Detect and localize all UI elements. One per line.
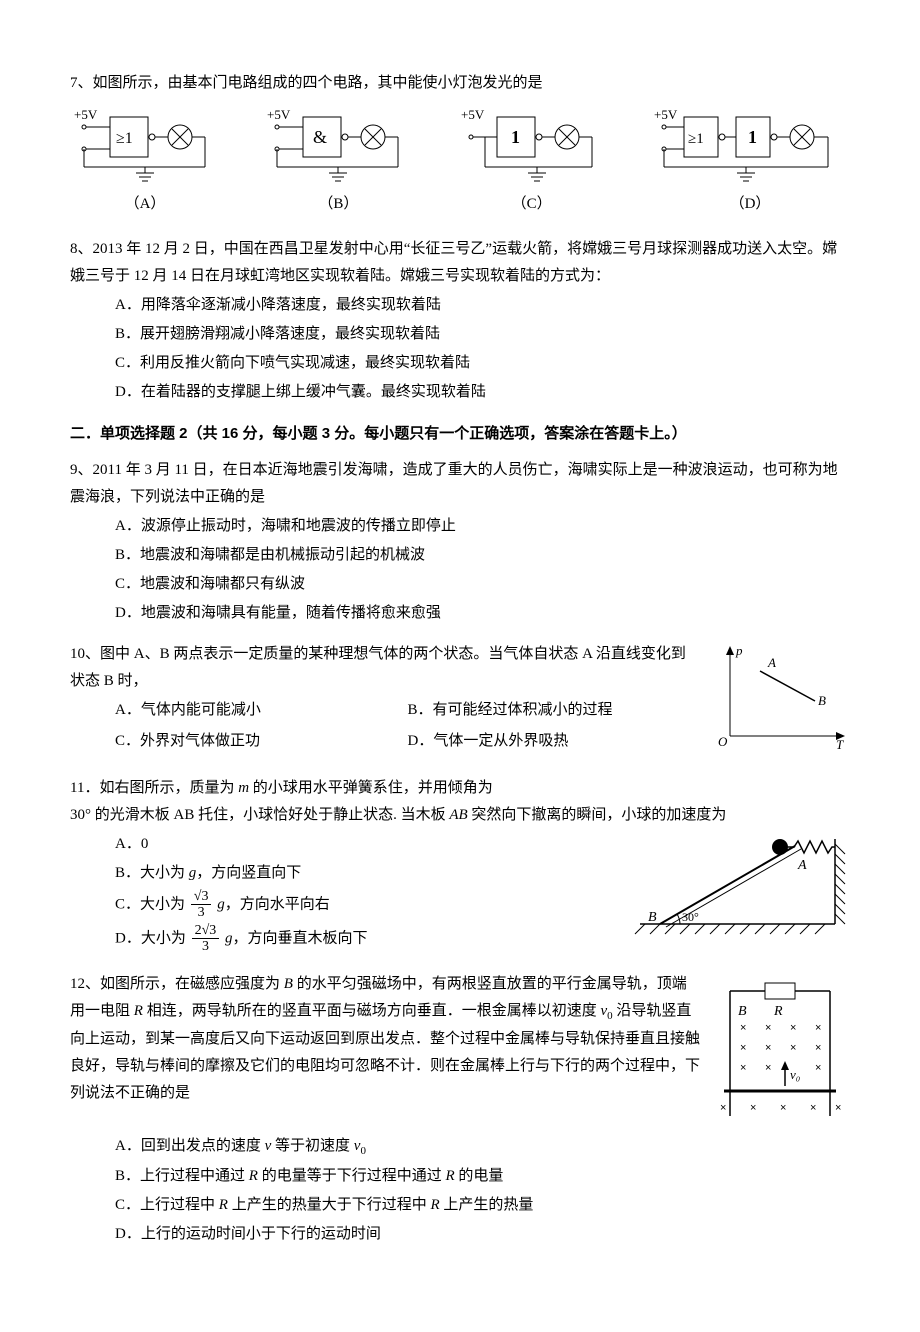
q8-opt-d: D．在着陆器的支撑腿上绑上缓冲气囊。最终实现软着陆 — [115, 379, 850, 406]
svg-text:×: × — [815, 1022, 821, 1034]
svg-text:A: A — [767, 655, 776, 670]
q7-circuits: +5V ≥1 （A） — [70, 105, 850, 218]
q10-opt-d: D．气体一定从外界吸热 — [408, 728, 701, 755]
question-9: 9、2011 年 3 月 11 日，在日本近海地震引发海啸，造成了重大的人员伤亡… — [70, 457, 850, 627]
svg-text:×: × — [740, 1022, 746, 1034]
svg-text:+5V: +5V — [461, 107, 485, 122]
q9-opt-d: D．地震波和海啸具有能量，随着传播将愈来愈强 — [115, 600, 850, 627]
q12-opt-b: B．上行过程中通过 R 的电量等于下行过程中通过 R 的电量 — [115, 1163, 850, 1190]
q11-options: A．0 B．大小为 g，方向竖直向下 C．大小为 √33 g，方向水平向右 D．… — [70, 831, 610, 955]
svg-text:T: T — [836, 737, 844, 751]
q8-opt-c: C．利用反推火箭向下喷气实现减速，最终实现软着陆 — [115, 350, 850, 377]
svg-text:O: O — [718, 734, 728, 749]
svg-text:A: A — [797, 858, 807, 873]
circuit-c-svg: +5V 1 — [457, 105, 607, 185]
circuit-b: +5V & （B） — [263, 105, 413, 218]
q12-opt-c: C．上行过程中 R 上产生的热量大于下行过程中 R 上产生的热量 — [115, 1192, 850, 1219]
circuit-c-label: （C） — [512, 191, 552, 218]
q11-opt-a: A．0 — [115, 831, 610, 858]
q10-options: A．气体内能可能减小 B．有可能经过体积减小的过程 C．外界对气体做正功 D．气… — [70, 695, 700, 757]
q10-opt-c: C．外界对气体做正功 — [115, 728, 408, 755]
svg-text:×: × — [810, 1102, 816, 1114]
svg-text:B: B — [738, 1004, 747, 1019]
q12-stem: 12、如图所示，在磁感应强度为 B 的水平匀强磁场中，有两根竖直放置的平行金属导… — [70, 971, 700, 1108]
circuit-a-label: （A） — [125, 191, 166, 218]
circuit-a-svg: +5V ≥1 — [70, 105, 220, 185]
q10-stem: 10、图中 A、B 两点表示一定质量的某种理想气体的两个状态。当气体自状态 A … — [70, 641, 700, 695]
question-12: 12、如图所示，在磁感应强度为 B 的水平匀强磁场中，有两根竖直放置的平行金属导… — [70, 971, 850, 1249]
q11-stem: 11．如右图所示，质量为 m 的小球用水平弹簧系住，并用倾角为 — [70, 775, 850, 802]
circuit-c: +5V 1 （C） — [457, 105, 607, 218]
q9-opt-b: B．地震波和海啸都是由机械振动引起的机械波 — [115, 542, 850, 569]
q10-graph: p T O A B — [710, 641, 850, 761]
svg-text:v₀: v₀ — [790, 1067, 800, 1082]
q8-options: A．用降落伞逐渐减小降落速度，最终实现软着陆 B．展开翅膀滑翔减小降落速度，最终… — [70, 292, 850, 406]
svg-text:≥1: ≥1 — [116, 130, 133, 147]
q8-opt-b: B．展开翅膀滑翔减小降落速度，最终实现软着陆 — [115, 321, 850, 348]
svg-text:×: × — [790, 1042, 796, 1054]
circuit-b-label: （B） — [318, 191, 358, 218]
q9-opt-a: A．波源停止振动时，海啸和地震波的传播立即停止 — [115, 513, 850, 540]
q12-opt-d: D．上行的运动时间小于下行的运动时间 — [115, 1221, 850, 1248]
q11-opt-b: B．大小为 g，方向竖直向下 — [115, 860, 610, 887]
question-7: 7、如图所示，由基本门电路组成的四个电路，其中能使小灯泡发光的是 +5V ≥1 — [70, 70, 850, 218]
svg-text:×: × — [765, 1062, 771, 1074]
svg-text:≥1: ≥1 — [688, 131, 704, 147]
svg-text:×: × — [720, 1102, 726, 1114]
svg-text:×: × — [765, 1042, 771, 1054]
circuit-d-label: （D） — [730, 191, 771, 218]
svg-text:×: × — [740, 1062, 746, 1074]
q10-opt-a: A．气体内能可能减小 — [115, 697, 408, 724]
svg-text:+5V: +5V — [267, 107, 291, 122]
circuit-a: +5V ≥1 （A） — [70, 105, 220, 218]
q8-stem: 8、2013 年 12 月 2 日，中国在西昌卫星发射中心用“长征三号乙”运载火… — [70, 236, 850, 290]
svg-text:&: & — [313, 127, 327, 147]
q11-opt-c: C．大小为 √33 g，方向水平向右 — [115, 889, 610, 921]
q11-stem-2: 30° 的光滑木板 AB 托住，小球恰好处于静止状态. 当木板 AB 突然向下撤… — [70, 802, 850, 829]
q11-figure: 30° A B — [620, 829, 850, 949]
q8-opt-a: A．用降落伞逐渐减小降落速度，最终实现软着陆 — [115, 292, 850, 319]
question-8: 8、2013 年 12 月 2 日，中国在西昌卫星发射中心用“长征三号乙”运载火… — [70, 236, 850, 406]
circuit-b-svg: +5V & — [263, 105, 413, 185]
q9-opt-c: C．地震波和海啸都只有纵波 — [115, 571, 850, 598]
q10-opt-b: B．有可能经过体积减小的过程 — [408, 697, 701, 724]
circuit-d: +5V ≥1 1 — [650, 105, 850, 218]
q7-stem: 7、如图所示，由基本门电路组成的四个电路，其中能使小灯泡发光的是 — [70, 70, 850, 97]
svg-text:×: × — [835, 1102, 841, 1114]
q12-figure: R v₀ B × × × × × × × × × × × × × × × × — [710, 971, 850, 1131]
svg-text:p: p — [735, 643, 743, 658]
svg-text:×: × — [790, 1022, 796, 1034]
svg-text:1: 1 — [748, 127, 757, 147]
section-2-title: 二．单项选择题 2（共 16 分，每小题 3 分。每小题只有一个正确选项，答案涂… — [70, 420, 850, 447]
svg-text:×: × — [740, 1042, 746, 1054]
q9-stem: 9、2011 年 3 月 11 日，在日本近海地震引发海啸，造成了重大的人员伤亡… — [70, 457, 850, 511]
q12-options: A．回到出发点的速度 v 等于初速度 v0 B．上行过程中通过 R 的电量等于下… — [70, 1133, 850, 1249]
svg-text:×: × — [765, 1022, 771, 1034]
svg-text:30°: 30° — [682, 910, 699, 924]
q12-opt-a: A．回到出发点的速度 v 等于初速度 v0 — [115, 1133, 850, 1162]
svg-text:×: × — [815, 1062, 821, 1074]
svg-text:×: × — [815, 1042, 821, 1054]
svg-text:×: × — [750, 1102, 756, 1114]
q11-opt-d: D．大小为 2√33 g，方向垂直木板向下 — [115, 923, 610, 955]
svg-text:+5V: +5V — [654, 107, 678, 122]
svg-text:R: R — [773, 1004, 783, 1019]
svg-text:+5V: +5V — [74, 107, 98, 122]
svg-text:B: B — [818, 693, 826, 708]
circuit-d-svg: +5V ≥1 1 — [650, 105, 850, 185]
question-10: 10、图中 A、B 两点表示一定质量的某种理想气体的两个状态。当气体自状态 A … — [70, 641, 850, 761]
svg-text:×: × — [780, 1102, 786, 1114]
question-11: 11．如右图所示，质量为 m 的小球用水平弹簧系住，并用倾角为 30° 的光滑木… — [70, 775, 850, 957]
svg-text:1: 1 — [511, 127, 520, 147]
svg-text:B: B — [648, 910, 657, 925]
q9-options: A．波源停止振动时，海啸和地震波的传播立即停止 B．地震波和海啸都是由机械振动引… — [70, 513, 850, 627]
